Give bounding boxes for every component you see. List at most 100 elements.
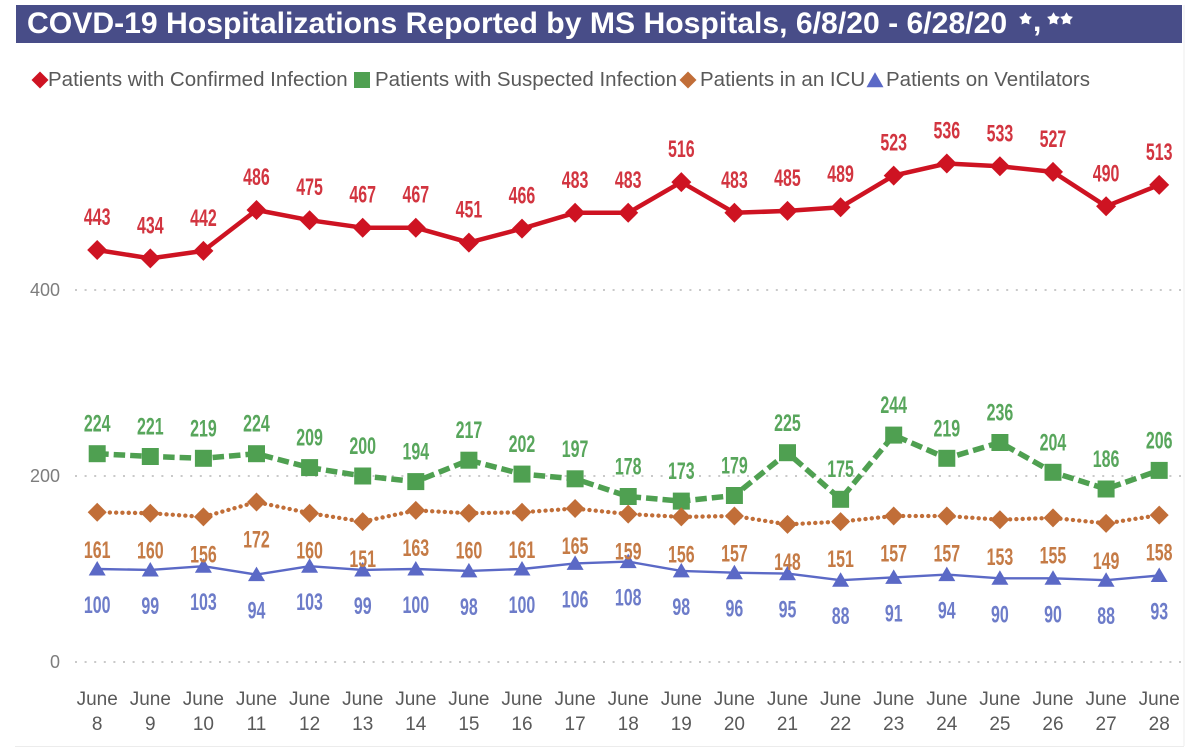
svg-text:206: 206 [1146,428,1173,454]
svg-text:June: June [1139,689,1180,710]
svg-text:219: 219 [190,416,217,442]
svg-text:179: 179 [721,453,748,479]
svg-text:200: 200 [349,434,376,460]
svg-text:172: 172 [243,527,270,553]
svg-text:88: 88 [832,604,850,630]
svg-text:100: 100 [402,593,429,619]
svg-text:17: 17 [565,714,586,735]
svg-text:June: June [554,689,595,710]
svg-text:175: 175 [827,457,854,483]
svg-text:18: 18 [618,714,639,735]
svg-text:12: 12 [299,714,320,735]
svg-text:0: 0 [50,652,60,672]
svg-text:451: 451 [456,198,483,224]
svg-text:June: June [979,689,1020,710]
svg-text:155: 155 [1040,543,1067,569]
svg-text:June: June [501,689,542,710]
svg-text:June: June [130,689,171,710]
svg-text:173: 173 [668,459,695,485]
svg-text:94: 94 [938,599,956,625]
svg-text:22: 22 [830,714,851,735]
svg-text:10: 10 [193,714,214,735]
svg-text:20: 20 [724,714,745,735]
svg-text:19: 19 [671,714,692,735]
svg-text:157: 157 [721,541,748,567]
svg-text:533: 533 [987,121,1014,147]
svg-text:219: 219 [933,416,960,442]
svg-text:25: 25 [989,714,1010,735]
svg-text:June: June [77,689,118,710]
svg-text:June: June [395,689,436,710]
svg-text:26: 26 [1042,714,1063,735]
svg-text:27: 27 [1096,714,1117,735]
svg-text:158: 158 [1146,541,1173,567]
svg-text:244: 244 [880,393,907,419]
svg-text:485: 485 [774,166,801,192]
svg-text:8: 8 [92,714,103,735]
svg-text:June: June [873,689,914,710]
svg-text:165: 165 [562,534,589,560]
svg-text:21: 21 [777,714,798,735]
svg-text:159: 159 [615,540,642,566]
svg-text:148: 148 [774,550,801,576]
svg-text:June: June [183,689,224,710]
svg-text:217: 217 [456,418,483,444]
svg-text:96: 96 [726,597,744,623]
svg-text:108: 108 [615,586,642,612]
svg-text:224: 224 [243,412,270,438]
svg-text:486: 486 [243,165,270,191]
svg-text:June: June [342,689,383,710]
svg-text:99: 99 [141,594,159,620]
svg-text:434: 434 [137,213,164,239]
svg-text:513: 513 [1146,140,1173,166]
svg-text:9: 9 [145,714,156,735]
svg-text:28: 28 [1149,714,1170,735]
svg-text:100: 100 [509,593,536,619]
svg-text:151: 151 [827,547,854,573]
svg-text:221: 221 [137,414,164,440]
svg-text:June: June [767,689,808,710]
svg-text:June: June [448,689,489,710]
svg-text:160: 160 [296,539,323,565]
svg-text:194: 194 [402,440,429,466]
svg-text:536: 536 [933,118,960,144]
svg-text:23: 23 [883,714,904,735]
svg-text:100: 100 [84,593,111,619]
svg-text:June: June [661,689,702,710]
svg-text:June: June [1032,689,1073,710]
svg-text:156: 156 [190,542,217,568]
svg-text:160: 160 [137,539,164,565]
svg-text:163: 163 [402,536,429,562]
svg-text:224: 224 [84,412,111,438]
svg-text:516: 516 [668,137,695,163]
svg-text:99: 99 [354,594,372,620]
svg-text:16: 16 [511,714,532,735]
svg-text:157: 157 [933,541,960,567]
svg-text:June: June [1085,689,1126,710]
svg-text:June: June [236,689,277,710]
svg-text:95: 95 [779,598,797,624]
svg-text:149: 149 [1093,549,1120,575]
svg-text:91: 91 [885,601,903,627]
svg-text:98: 98 [672,595,690,621]
svg-text:88: 88 [1097,604,1115,630]
svg-text:June: June [714,689,755,710]
svg-text:490: 490 [1093,161,1120,187]
svg-text:442: 442 [190,206,217,232]
svg-text:523: 523 [880,131,907,157]
svg-text:178: 178 [615,454,642,480]
svg-text:13: 13 [352,714,373,735]
svg-text:527: 527 [1040,127,1067,153]
svg-text:90: 90 [1044,602,1062,628]
svg-text:475: 475 [296,175,323,201]
svg-text:June: June [820,689,861,710]
svg-text:489: 489 [827,162,854,188]
svg-text:400: 400 [30,280,60,300]
svg-text:103: 103 [190,590,217,616]
svg-text:236: 236 [987,400,1014,426]
svg-text:443: 443 [84,205,111,231]
svg-text:204: 204 [1040,430,1067,456]
svg-text:202: 202 [509,432,536,458]
svg-text:11: 11 [247,714,267,735]
svg-text:151: 151 [349,547,376,573]
